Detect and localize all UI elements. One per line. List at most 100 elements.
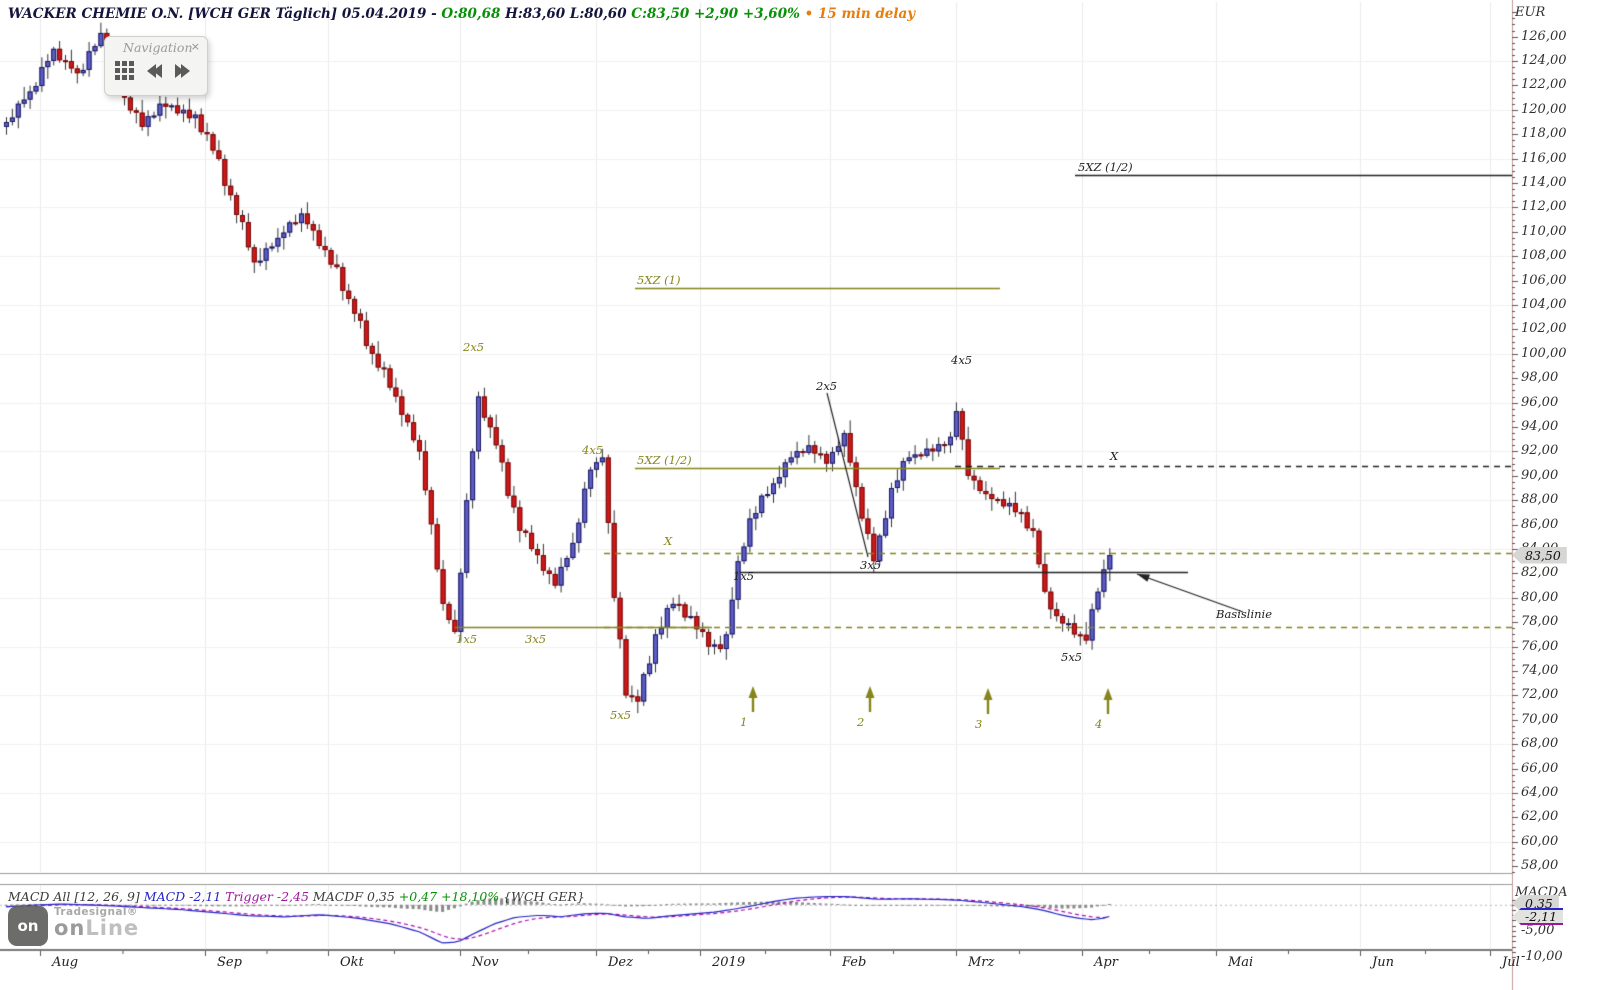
time-axis-label: Mrz xyxy=(968,955,995,970)
signal-arrow-number: 2 xyxy=(857,715,865,729)
price-axis-unit: EUR xyxy=(1515,5,1546,20)
price-axis-label: 64,00 xyxy=(1521,785,1559,800)
signal-arrow-number: 1 xyxy=(740,715,748,729)
navigation-popup-title[interactable]: Navigation xyxy=(123,40,193,55)
time-axis-label: 2019 xyxy=(712,955,746,970)
time-axis-label: Okt xyxy=(340,955,364,970)
price-axis-label: 62,00 xyxy=(1521,809,1559,825)
price-axis-label: 86,00 xyxy=(1521,516,1559,532)
macd-line-value: -2,11 xyxy=(189,889,226,904)
price-axis-label: 110,00 xyxy=(1521,223,1567,239)
chart-annotation-label: 4x5 xyxy=(951,353,973,367)
chart-annotation-label: 5XZ (1/2) xyxy=(637,453,692,467)
price-axis-label: 92,00 xyxy=(1521,443,1559,459)
open-readout: O:80,68 xyxy=(441,6,506,22)
high-low-readout: H:83,60 L:80,60 xyxy=(505,6,632,22)
chart-annotation-label: 2x5 xyxy=(463,340,485,354)
macdf-value-badge: 0,35 xyxy=(1512,895,1559,912)
tradesignal-brand: Tradesignal® xyxy=(54,906,138,918)
time-axis-label: Jul xyxy=(1502,955,1520,970)
chart-annotation-label: Basislinie xyxy=(1216,607,1273,621)
time-axis-label: Jun xyxy=(1372,955,1394,970)
price-axis-label: 60,00 xyxy=(1521,833,1559,849)
price-axis-label: 74,00 xyxy=(1521,663,1559,678)
macd-axis-label-2: -10,00 xyxy=(1521,949,1563,964)
chart-annotation-label: 5x5 xyxy=(610,708,632,722)
price-axis-label: 106,00 xyxy=(1521,272,1567,288)
chart-annotation-label: 1x5 xyxy=(733,569,755,583)
bullet-separator: • xyxy=(799,6,818,22)
price-axis-label: 80,00 xyxy=(1521,589,1559,605)
price-axis-label: 88,00 xyxy=(1521,492,1559,508)
price-axis-label: 72,00 xyxy=(1521,687,1559,703)
scroll-back-button[interactable] xyxy=(147,63,162,78)
price-axis-label: 78,00 xyxy=(1521,614,1559,630)
last-price-badge: 83,50 xyxy=(1512,546,1567,564)
time-axis-label: Apr xyxy=(1094,955,1118,970)
price-axis-label: 102,00 xyxy=(1521,321,1567,337)
price-axis-label: 96,00 xyxy=(1521,394,1559,410)
chart-annotation-label: 5XZ (1) xyxy=(637,273,681,287)
chart-annotation-label: 4x5 xyxy=(582,443,604,457)
macd-line-label: MACD xyxy=(143,889,190,904)
price-axis-label: 112,00 xyxy=(1521,199,1567,215)
price-axis-label: 126,00 xyxy=(1521,28,1567,44)
macdf-change: +0,47 +18,10% xyxy=(398,889,504,904)
price-axis-label: 66,00 xyxy=(1521,760,1559,776)
chart-title-bar: WACKER CHEMIE O.N. [WCH GER Täglich] 05.… xyxy=(8,6,915,22)
grid-view-icon[interactable] xyxy=(115,61,134,80)
time-axis-label: Nov xyxy=(472,955,499,970)
macd-header: MACD All [12, 26, 9] MACD -2,11 Trigger … xyxy=(8,889,585,904)
signal-arrow-number: 4 xyxy=(1095,717,1103,731)
chart-annotation-label: X xyxy=(664,534,673,548)
close-readout: C:83,50 +2,90 +3,60% xyxy=(631,6,800,22)
price-axis-label: 114,00 xyxy=(1521,175,1567,190)
chart-annotation-label: 2x5 xyxy=(816,379,838,393)
price-axis-label: 76,00 xyxy=(1521,638,1559,654)
price-axis-label: 68,00 xyxy=(1521,736,1559,752)
scroll-forward-button[interactable] xyxy=(175,63,190,78)
time-axis-label: Feb xyxy=(842,955,867,970)
price-axis-label: 82,00 xyxy=(1521,565,1559,581)
price-axis-label: 122,00 xyxy=(1521,77,1567,93)
chart-annotation-label: 3x5 xyxy=(860,558,882,572)
time-axis-label: Aug xyxy=(52,955,79,970)
price-axis-label: 104,00 xyxy=(1521,297,1567,312)
chart-annotation-label: X xyxy=(1110,449,1119,463)
tradesignal-logo-icon: on xyxy=(8,906,48,946)
macd-symbol: {WCH GER} xyxy=(503,889,585,904)
time-axis-label: Dez xyxy=(608,955,633,970)
tradesignal-wordmark: onLine xyxy=(54,916,140,940)
price-axis-label: 124,00 xyxy=(1521,53,1567,68)
macd-axis-label: -5,00 xyxy=(1521,923,1555,938)
price-axis-label: 94,00 xyxy=(1521,419,1559,434)
price-axis-label: 98,00 xyxy=(1521,370,1559,386)
chart-annotation-label: 1x5 xyxy=(456,632,478,646)
close-icon[interactable]: × xyxy=(190,40,200,53)
trigger-label: Trigger xyxy=(225,889,277,904)
chart-annotation-label: 5XZ (1/2) xyxy=(1078,160,1133,174)
price-axis-label: 70,00 xyxy=(1521,711,1559,727)
time-axis-label: Sep xyxy=(217,955,242,970)
macdf-readout: MACDF 0,35 xyxy=(312,889,399,904)
price-axis-label: 58,00 xyxy=(1521,858,1559,874)
navigation-popup[interactable]: Navigation × xyxy=(104,36,208,96)
price-axis-label: 116,00 xyxy=(1521,150,1567,166)
price-axis-label: 120,00 xyxy=(1521,101,1567,117)
price-axis-label: 108,00 xyxy=(1521,248,1567,264)
price-axis-label: 90,00 xyxy=(1521,467,1559,483)
chart-annotation-label: 5x5 xyxy=(1061,650,1083,664)
macd-value-badge: -2,11 xyxy=(1512,908,1564,925)
time-axis-label: Mai xyxy=(1228,955,1254,970)
signal-arrow-number: 3 xyxy=(975,717,983,731)
delay-notice: 15 min delay xyxy=(817,6,916,22)
tradesignal-watermark: on Tradesignal® onLine xyxy=(8,906,139,946)
macd-study-name: MACD All [12, 26, 9] xyxy=(8,889,144,904)
price-axis-label: 100,00 xyxy=(1521,345,1567,361)
price-axis-label: 118,00 xyxy=(1521,126,1567,142)
instrument-title: WACKER CHEMIE O.N. [WCH GER Täglich] 05.… xyxy=(8,6,442,22)
chart-annotation-label: 3x5 xyxy=(525,632,547,646)
trigger-value: -2,45 xyxy=(276,889,313,904)
